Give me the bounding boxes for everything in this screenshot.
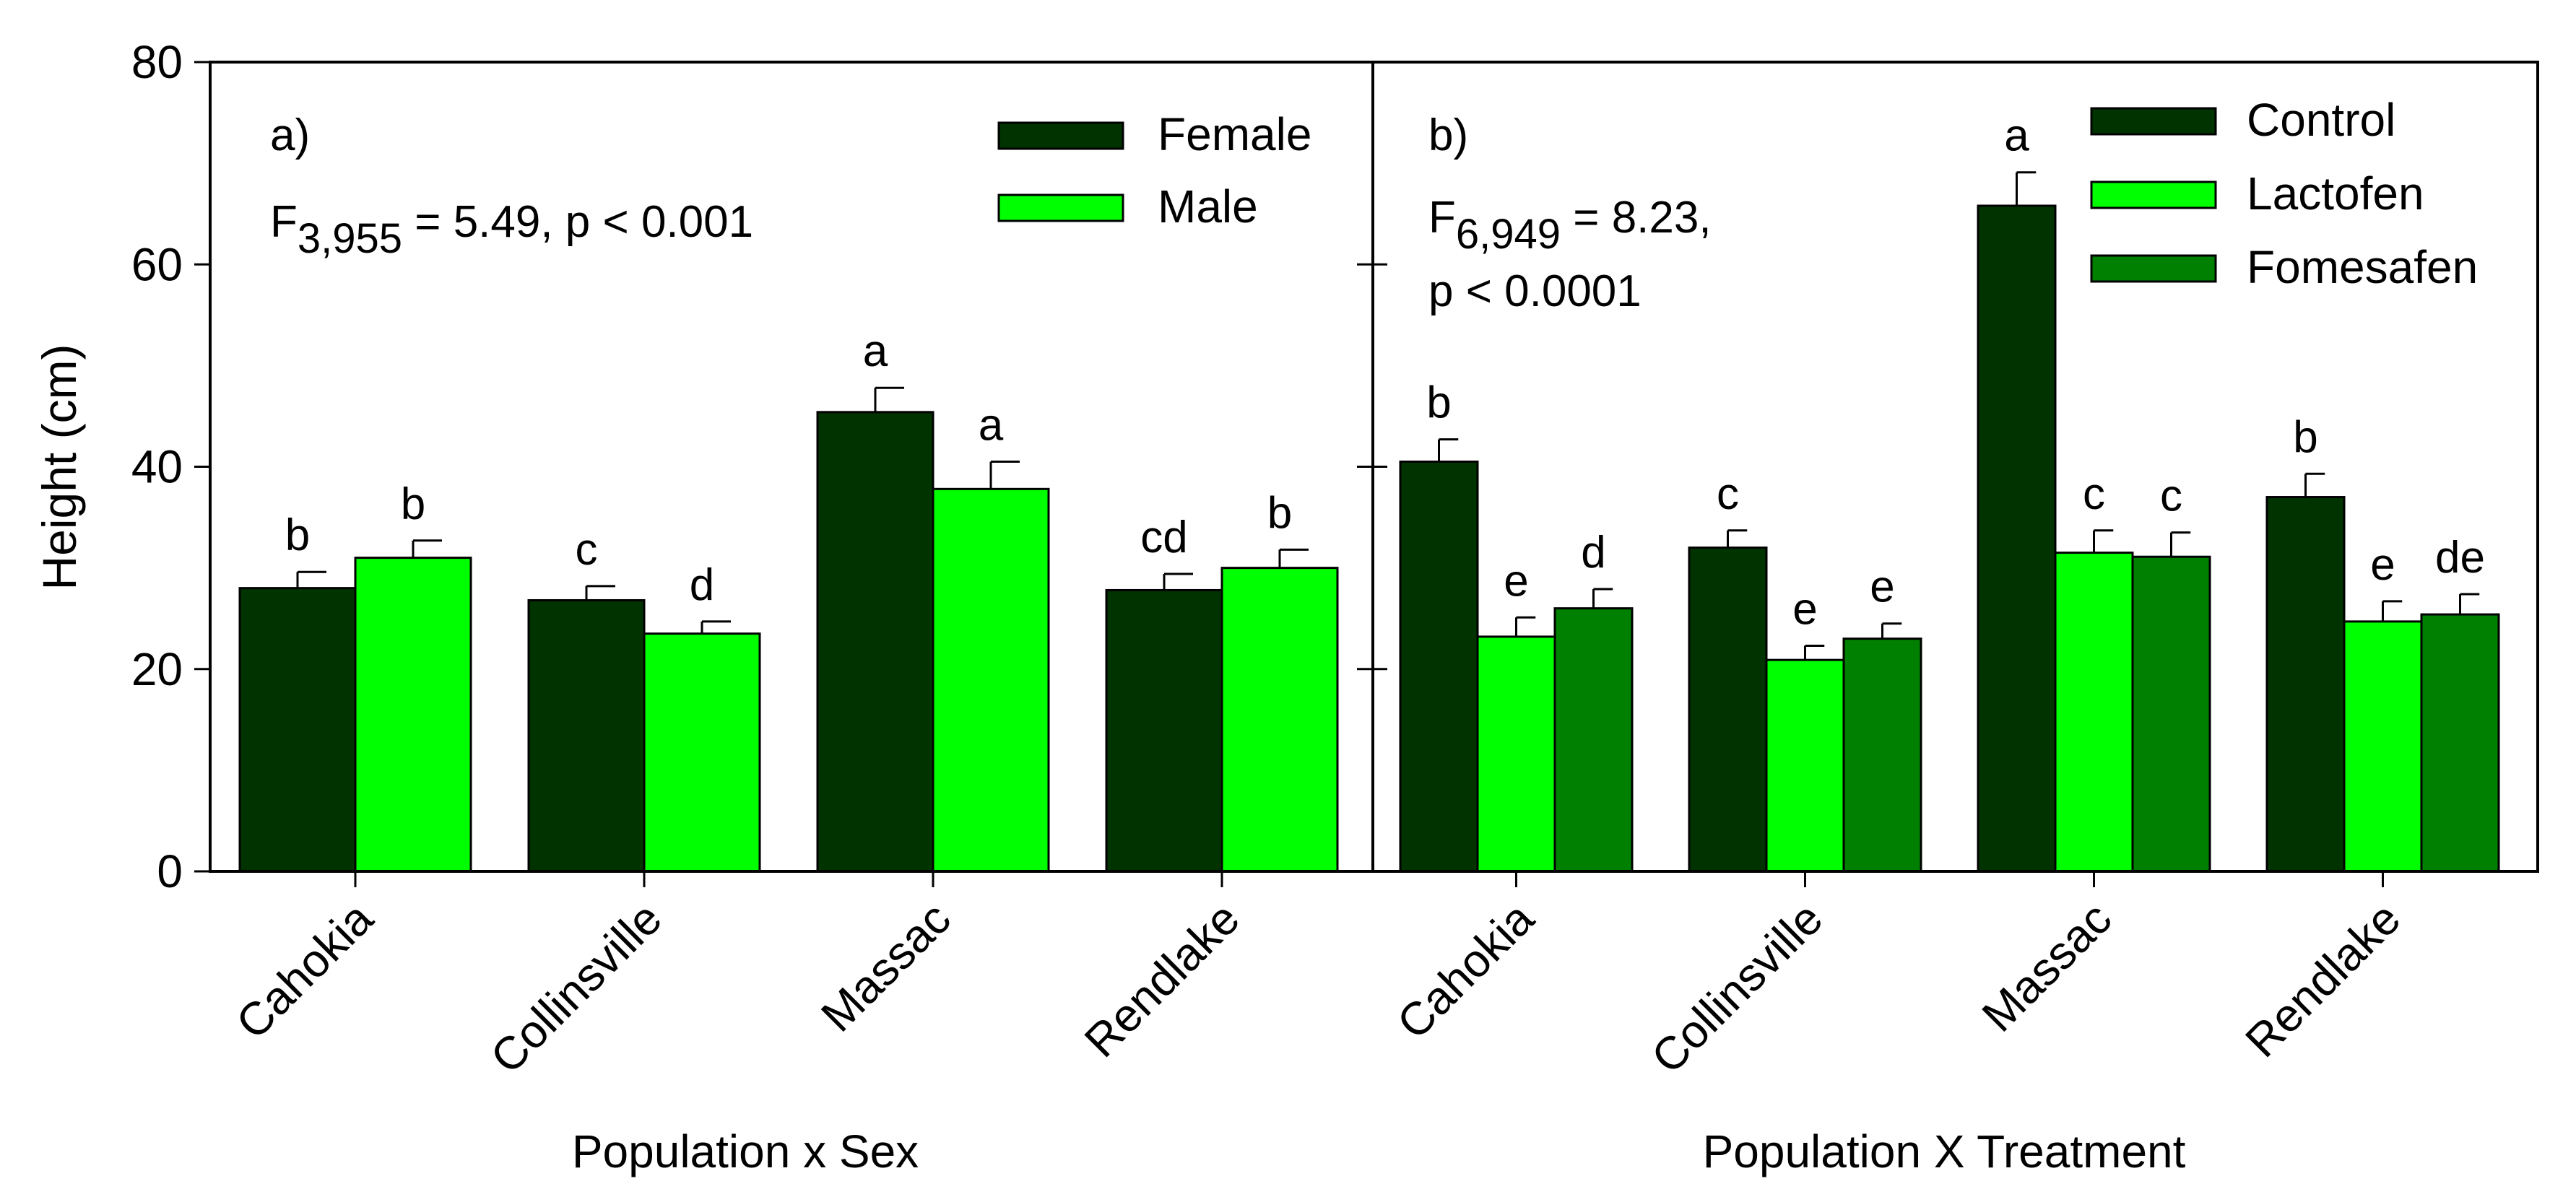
sig-letter-a-cahokia-female: b xyxy=(285,510,310,560)
error-bar-b-cahokia-fomesafen xyxy=(1592,588,1613,609)
legend-swatch-control xyxy=(2090,107,2217,136)
bar-a-rendlake-male xyxy=(1220,567,1339,873)
y-ticks-layer: 0 20 40 60 80 xyxy=(131,36,2384,897)
sig-letter-b-massac-control: a xyxy=(2004,111,2029,161)
panel-b-stat: F6,949 = 8.23, xyxy=(1428,193,1712,258)
error-bar-a-cahokia-female xyxy=(296,570,326,588)
error-bar-b-massac-control xyxy=(2016,171,2037,206)
bar-a-cahokia-female xyxy=(238,587,357,873)
bar-a-rendlake-female xyxy=(1105,588,1223,873)
bar-b-collinsville-lactofen xyxy=(1765,658,1845,873)
sig-letter-b-cahokia-fomesafen: d xyxy=(1581,528,1605,578)
error-bar-a-massac-female xyxy=(874,386,904,412)
y-axis-label: Height (cm) xyxy=(32,344,86,590)
panel-b-x-axis-label: Population X Treatment xyxy=(1703,1125,2186,1177)
panel-a-label: a) xyxy=(270,110,310,160)
bar-a-massac-male xyxy=(932,487,1050,873)
bar-a-massac-female xyxy=(816,411,934,873)
sig-letter-a-rendlake-female: cd xyxy=(1140,513,1187,562)
y-tick-label: 60 xyxy=(131,238,183,290)
annotations-layer: Height (cm) a) F3,955 = 5.49, p < 0.001 … xyxy=(32,110,2186,1177)
sig-letter-b-cahokia-control: b xyxy=(1426,378,1451,428)
sig-letter-b-cahokia-lactofen: e xyxy=(1504,556,1528,606)
sig-letter-b-collinsville-control: c xyxy=(1717,469,1739,519)
sig-letter-a-massac-female: a xyxy=(863,326,888,376)
bar-a-collinsville-male xyxy=(643,632,761,873)
y-tick-label: 0 xyxy=(157,845,183,897)
legend-layer: Female Male Control Lactofen Fomesafen xyxy=(997,94,2478,293)
bar-b-collinsville-fomesafen xyxy=(1842,637,1922,873)
sig-letter-a-collinsville-male: d xyxy=(690,560,714,610)
error-bars-layer xyxy=(296,171,2480,661)
error-bar-a-collinsville-female xyxy=(585,585,615,601)
bar-b-cahokia-lactofen xyxy=(1476,635,1556,873)
error-bar-b-massac-lactofen xyxy=(2093,529,2114,553)
sig-letter-b-collinsville-lactofen: e xyxy=(1792,585,1817,635)
bar-b-massac-lactofen xyxy=(2054,552,2134,873)
error-bar-a-massac-male xyxy=(989,460,1020,489)
bar-b-cahokia-fomesafen xyxy=(1553,607,1634,873)
panel-a-x-axis-label: Population x Sex xyxy=(572,1125,919,1177)
bar-a-cahokia-male xyxy=(354,557,472,873)
sig-letter-a-rendlake-male: b xyxy=(1267,488,1292,538)
error-bar-a-rendlake-female xyxy=(1163,572,1193,591)
error-bar-a-rendlake-male xyxy=(1278,548,1309,568)
sig-letter-b-massac-fomesafen: c xyxy=(2160,471,2182,521)
y-tick-label: 80 xyxy=(131,36,183,88)
bar-b-rendlake-control xyxy=(2265,496,2346,873)
legend-label-control: Control xyxy=(2247,94,2395,146)
bar-b-massac-fomesafen xyxy=(2131,555,2211,873)
legend-label-fomesafen: Fomesafen xyxy=(2247,241,2478,293)
legend-label-lactofen: Lactofen xyxy=(2247,167,2424,219)
sig-letter-b-rendlake-lactofen: e xyxy=(2370,540,2395,590)
sig-letter-b-massac-lactofen: c xyxy=(2083,469,2105,519)
legend-swatch-female xyxy=(997,121,1124,150)
legend-swatch-lactofen xyxy=(2090,180,2217,209)
panel-b-label: b) xyxy=(1428,110,1468,160)
error-bar-b-rendlake-control xyxy=(2304,472,2325,497)
legend-label-female: Female xyxy=(1158,108,1311,160)
sig-letter-a-collinsville-female: c xyxy=(576,525,598,575)
legend-label-male: Male xyxy=(1158,180,1258,232)
y-tick-label: 40 xyxy=(131,441,183,493)
error-bar-b-massac-fomesafen xyxy=(2170,531,2191,557)
panel-a-stat: F3,955 = 5.49, p < 0.001 xyxy=(270,197,753,262)
error-bar-b-rendlake-lactofen xyxy=(2382,600,2403,622)
panel-b-stat-line2: p < 0.0001 xyxy=(1428,266,1642,316)
error-bar-b-collinsville-lactofen xyxy=(1804,645,1825,661)
bar-b-massac-control xyxy=(1977,204,2057,873)
sig-letter-b-rendlake-fomesafen: de xyxy=(2435,533,2485,583)
sig-letter-b-rendlake-control: b xyxy=(2293,412,2317,462)
sig-letter-a-massac-male: a xyxy=(979,400,1004,450)
sig-letter-a-cahokia-male: b xyxy=(401,479,425,529)
bar-b-rendlake-lactofen xyxy=(2343,620,2423,873)
error-bar-b-cahokia-lactofen xyxy=(1515,616,1536,637)
bars-layer xyxy=(238,204,2500,873)
error-bar-b-rendlake-fomesafen xyxy=(2459,593,2480,615)
bar-b-rendlake-fomesafen xyxy=(2420,613,2500,873)
bar-a-collinsville-female xyxy=(527,598,646,873)
error-bar-a-collinsville-male xyxy=(701,620,731,634)
bar-b-cahokia-control xyxy=(1399,460,1479,873)
legend-swatch-male xyxy=(997,193,1124,222)
error-bar-b-cahokia-control xyxy=(1438,438,1459,462)
sig-letter-b-collinsville-fomesafen: e xyxy=(1870,562,1894,612)
bar-b-collinsville-control xyxy=(1688,546,1768,873)
legend-swatch-fomesafen xyxy=(2090,254,2217,283)
error-bar-a-cahokia-male xyxy=(412,539,442,558)
y-tick-label: 20 xyxy=(131,643,183,695)
error-bar-b-collinsville-control xyxy=(1727,529,1748,548)
error-bar-b-collinsville-fomesafen xyxy=(1881,622,1902,639)
